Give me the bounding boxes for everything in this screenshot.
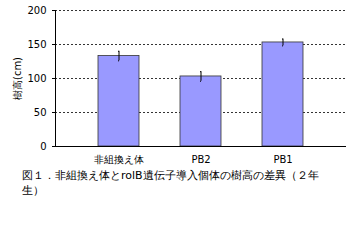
svg-text:100: 100 [27, 73, 46, 84]
svg-text:樹高(cm): 樹高(cm) [12, 57, 23, 100]
svg-text:200: 200 [27, 5, 46, 16]
svg-text:150: 150 [27, 39, 46, 50]
svg-text:PB2: PB2 [191, 154, 210, 165]
svg-text:PB1: PB1 [273, 154, 292, 165]
svg-text:0: 0 [40, 141, 46, 152]
svg-text:非組換え体: 非組換え体 [94, 154, 144, 165]
svg-text:50: 50 [34, 107, 47, 118]
html-text:図１．非組換え体とrolB遺伝子導入個体の樹高の差異（２年生: 図１．非組換え体とrolB遺伝子導入個体の樹高の差異（２年生） [22, 169, 319, 197]
